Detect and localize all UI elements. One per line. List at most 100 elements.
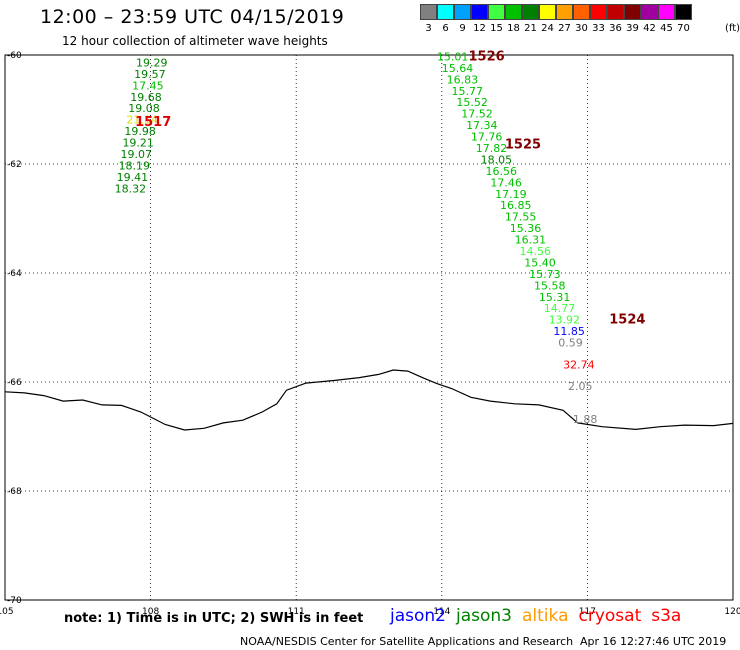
satellite-name: jason3 [456, 606, 512, 626]
wave-height-value: 15.40 [524, 256, 556, 269]
wave-height-value: 15.77 [452, 85, 484, 98]
legend-swatches [420, 4, 692, 20]
page-title: 12:00 – 23:59 UTC 04/15/2019 [40, 6, 345, 28]
wave-height-value: 17.55 [505, 211, 536, 224]
legend-swatch [505, 4, 522, 20]
wave-height-value: 19.07 [121, 148, 153, 161]
legend-swatch [454, 4, 471, 20]
wave-height-value: 17.19 [495, 188, 526, 201]
legend-swatch [675, 4, 692, 20]
legend-label: 33 [592, 23, 605, 34]
satellite-name: s3a [651, 606, 682, 626]
wave-height-value: 0.59 [558, 337, 583, 350]
lon-tick-label: 117 [579, 607, 596, 617]
wave-height-value: 18.19 [119, 159, 150, 172]
legend-label: 42 [643, 23, 656, 34]
page-subtitle: 12 hour collection of altimeter wave hei… [62, 34, 328, 48]
coastline [4, 369, 734, 431]
satellite-legend: jason2 jason3 altika cryosat s3a [390, 606, 691, 626]
pass-id-label: 1517 [135, 115, 171, 130]
wave-height-value: 15.31 [539, 291, 571, 304]
legend-swatch [641, 4, 658, 20]
wave-height-value: 19.68 [130, 91, 162, 104]
legend-label: 3 [425, 23, 432, 34]
wave-height-value: 17.76 [471, 131, 503, 144]
wave-height-value: 15.58 [534, 279, 566, 292]
pass-id-label: 1524 [609, 313, 645, 328]
wave-height-value: 19.29 [136, 56, 168, 69]
satellite-name: altika [522, 606, 569, 626]
legend-label: 18 [507, 23, 520, 34]
legend-swatch [590, 4, 607, 20]
pass-id-label: 1526 [468, 49, 504, 64]
legend-label: 21 [524, 23, 537, 34]
footer-note: note: 1) Time is in UTC; 2) SWH is in fe… [64, 611, 364, 626]
color-legend: 3 6 9 12 15 18 21 24 27 30 33 36 39 42 45 70 [420, 4, 692, 34]
wave-height-value: 18.32 [115, 182, 147, 195]
wave-height-value: 19.98 [124, 125, 156, 138]
lon-tick-label: 108 [142, 607, 159, 617]
legend-label: 70 [677, 23, 690, 34]
lon-tick-label: 114 [433, 607, 450, 617]
legend-swatch [539, 4, 556, 20]
lat-tick-label: -66 [7, 378, 22, 388]
wave-height-value: 13.92 [549, 314, 581, 327]
wave-height-value: 18.05 [481, 153, 513, 166]
lat-tick-label: -68 [7, 487, 22, 497]
wave-height-value: 19.41 [117, 171, 149, 184]
legend-swatch [573, 4, 590, 20]
wave-height-value: 19.21 [122, 137, 154, 150]
wave-height-value: 11.85 [553, 325, 585, 338]
lon-tick-label: 105 [0, 607, 14, 617]
wave-height-value: 16.56 [485, 165, 516, 178]
wave-height-value: 1.88 [573, 413, 598, 426]
wave-height-value: 16.31 [515, 234, 547, 247]
legend-label: 36 [609, 23, 622, 34]
lat-tick-label: -70 [7, 596, 22, 606]
legend-label: 27 [558, 23, 571, 34]
satellite-name: cryosat [578, 606, 642, 626]
satellite-name: jason2 [390, 606, 446, 626]
legend-swatch [522, 4, 539, 20]
legend-label: 30 [575, 23, 588, 34]
wave-height-value: 14.56 [519, 245, 551, 258]
legend-swatch [420, 4, 437, 20]
wave-height-value: 15.52 [456, 96, 488, 109]
wave-height-value: 15.64 [442, 62, 474, 75]
wave-height-value: 32.74 [563, 358, 595, 371]
lat-tick-label: -60 [7, 51, 22, 61]
wave-height-value: 15.73 [529, 268, 561, 281]
wave-height-value: 14.77 [544, 302, 576, 315]
legend-label: 45 [660, 23, 673, 34]
lat-tick-label: -64 [7, 269, 22, 279]
pass-id-label: 1525 [505, 138, 541, 153]
wave-height-value: 17.82 [476, 142, 508, 155]
legend-swatch [488, 4, 505, 20]
timestamp: Apr 16 12:27:46 UTC 2019 [580, 635, 727, 648]
wave-height-value: 15.01 [437, 50, 469, 63]
legend-label: 24 [541, 23, 554, 34]
legend-swatch [624, 4, 641, 20]
legend-label: 39 [626, 23, 639, 34]
legend-swatch [471, 4, 488, 20]
wave-height-value: 17.52 [461, 108, 493, 121]
wave-height-value: 17.45 [132, 79, 164, 92]
lon-tick-label: 111 [288, 607, 305, 617]
wave-height-value: 16.85 [500, 199, 532, 212]
lat-tick-label: -62 [7, 160, 22, 170]
legend-swatch [607, 4, 624, 20]
credit-text: NOAA/NESDIS Center for Satellite Applica… [240, 635, 574, 648]
lon-tick-label: 120 [724, 607, 740, 617]
wave-height-value: 15.36 [510, 222, 542, 235]
wave-height-value: 17.34 [466, 119, 498, 132]
wave-height-value: 19.57 [134, 68, 166, 81]
legend-label: 6 [442, 23, 449, 34]
wave-height-value: 16.83 [447, 73, 479, 86]
legend-swatch [437, 4, 454, 20]
wave-height-value: 17.46 [490, 176, 522, 189]
legend-label: 9 [459, 23, 466, 34]
legend-unit: (ft) [725, 23, 740, 34]
wave-height-value: 19.08 [128, 102, 160, 115]
legend-swatch [658, 4, 675, 20]
